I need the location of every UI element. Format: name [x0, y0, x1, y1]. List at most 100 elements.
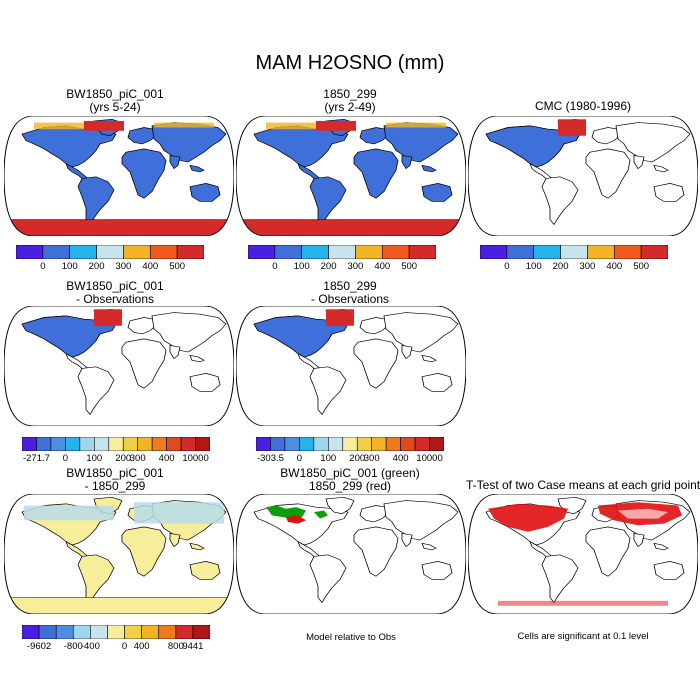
- colorbar-swatch: [123, 245, 151, 259]
- colorbar-swatch: [180, 437, 196, 451]
- map-panel-9: [468, 494, 698, 614]
- colorbar-panel-3-swatches: [480, 245, 668, 259]
- colorbar-label: 400: [374, 261, 391, 272]
- colorbar-label: -271.7: [22, 453, 50, 464]
- colorbar-swatch: [408, 245, 436, 259]
- colorbar-swatch: [256, 437, 271, 451]
- colorbar-label: -800: [63, 641, 83, 652]
- panel-1-title-line1: BW1850_piC_001: [66, 87, 164, 101]
- map-panel-5: [236, 306, 466, 426]
- panel-2-title: 1850_299 (yrs 2-49): [235, 88, 465, 114]
- colorbar-swatch: [16, 245, 44, 259]
- colorbar-label: 400: [392, 453, 409, 464]
- panel-8-note: Model relative to Obs: [306, 632, 396, 643]
- panel-8-title-line1: BW1850_piC_001 (green): [280, 466, 420, 480]
- panel-9-title: T-Test of two Case means at each grid po…: [466, 479, 700, 492]
- map-panel-3: [468, 116, 698, 236]
- colorbar-panel-3: 0 100 200 300 400 500: [480, 245, 668, 272]
- colorbar-label: 0: [62, 453, 69, 464]
- colorbar-label: 800: [167, 641, 184, 652]
- map-panel-8: [236, 494, 466, 614]
- colorbar-swatch: [342, 437, 358, 451]
- colorbar-swatch: [356, 437, 372, 451]
- colorbar-label: 100: [86, 453, 103, 464]
- colorbar-swatch: [328, 437, 344, 451]
- colorbar-label: 0: [504, 261, 510, 272]
- panel-9-note: Cells are significant at 0.1 level: [517, 631, 649, 642]
- map-panel-1: [4, 116, 234, 236]
- colorbar-label: 10000: [182, 453, 209, 464]
- colorbar-label: 400: [606, 261, 623, 272]
- colorbar-swatch: [429, 437, 444, 451]
- colorbar-swatch: [69, 245, 97, 259]
- colorbar-label: 500: [401, 261, 418, 272]
- colorbar-swatch: [158, 625, 177, 639]
- colorbar-swatch: [42, 245, 71, 259]
- panel-5-title-line2: - Observations: [310, 292, 390, 306]
- panel-4-title-line1: BW1850_piC_001: [66, 279, 164, 293]
- colorbar-swatch: [22, 437, 37, 451]
- panel-1-title: BW1850_piC_001 (yrs 5-24): [0, 88, 230, 114]
- colorbar-panel-1-swatches: [16, 245, 204, 259]
- colorbar-swatch: [301, 245, 329, 259]
- colorbar-swatch: [22, 625, 40, 639]
- panel-3-title: CMC (1980-1996): [468, 100, 698, 113]
- colorbar-label: 0: [296, 453, 303, 464]
- colorbar-panel-5-swatches: [256, 437, 444, 451]
- colorbar-label: 200: [88, 261, 105, 272]
- colorbar-swatch: [36, 437, 52, 451]
- colorbar-swatch: [371, 437, 387, 451]
- colorbar-swatch: [381, 245, 410, 259]
- colorbar-swatch: [175, 625, 194, 639]
- colorbar-swatch: [560, 245, 588, 259]
- colorbar-swatch: [108, 437, 124, 451]
- panel-4-title-line2: - Observations: [75, 292, 155, 306]
- colorbar-swatch: [90, 625, 108, 639]
- colorbar-label: 100: [293, 261, 310, 272]
- map-panel-7: [4, 494, 234, 614]
- panel-2-title-line2: (yrs 2-49): [324, 100, 376, 114]
- colorbar-swatch: [274, 245, 303, 259]
- colorbar-label: 100: [61, 261, 78, 272]
- colorbar-swatch: [94, 437, 110, 451]
- colorbar-panel-7: -9602 -800 -400 0 400 800 9441: [22, 625, 210, 652]
- colorbar-swatch: [248, 245, 276, 259]
- colorbar-swatch: [141, 625, 160, 639]
- colorbar-label: 100: [525, 261, 542, 272]
- colorbar-label: 300: [347, 261, 364, 272]
- panel-8-title-line2: 1850_299 (red): [308, 479, 392, 493]
- colorbar-label: 400: [142, 261, 159, 272]
- colorbar-label: 200: [320, 261, 337, 272]
- panel-4-title: BW1850_piC_001 - Observations: [0, 280, 230, 306]
- colorbar-swatch: [151, 437, 167, 451]
- colorbar-panel-2-swatches: [248, 245, 436, 259]
- colorbar-swatch: [480, 245, 508, 259]
- colorbar-swatch: [313, 437, 329, 451]
- panel-3-title-line1: CMC (1980-1996): [534, 99, 632, 113]
- colorbar-swatch: [166, 437, 182, 451]
- colorbar-swatch: [385, 437, 401, 451]
- colorbar-swatch: [506, 245, 535, 259]
- colorbar-swatch: [65, 437, 81, 451]
- colorbar-label: -400: [80, 641, 100, 652]
- panel-7-title: BW1850_piC_001 - 1850_299: [0, 467, 230, 493]
- colorbar-swatch: [124, 625, 142, 639]
- colorbar-swatch: [107, 625, 125, 639]
- colorbar-swatch: [50, 437, 66, 451]
- colorbar-swatch: [299, 437, 315, 451]
- colorbar-swatch: [284, 437, 300, 451]
- colorbar-swatch: [414, 437, 430, 451]
- colorbar-panel-1: 0 100 200 300 400 500: [16, 245, 204, 272]
- colorbar-label: 200: [115, 453, 132, 464]
- panel-7-title-line1: BW1850_piC_001: [66, 466, 164, 480]
- panel-8-title: BW1850_piC_001 (green) 1850_299 (red): [235, 467, 465, 493]
- panel-5-title-line1: 1850_299: [323, 279, 377, 293]
- colorbar-label: 300: [363, 453, 380, 464]
- colorbar-label: 0: [121, 641, 128, 652]
- colorbar-label: 400: [158, 453, 175, 464]
- colorbar-swatch: [38, 625, 57, 639]
- panel-5-title: 1850_299 - Observations: [235, 280, 465, 306]
- colorbar-label: 400: [133, 641, 150, 652]
- colorbar-swatch: [79, 437, 95, 451]
- colorbar-swatch: [137, 437, 153, 451]
